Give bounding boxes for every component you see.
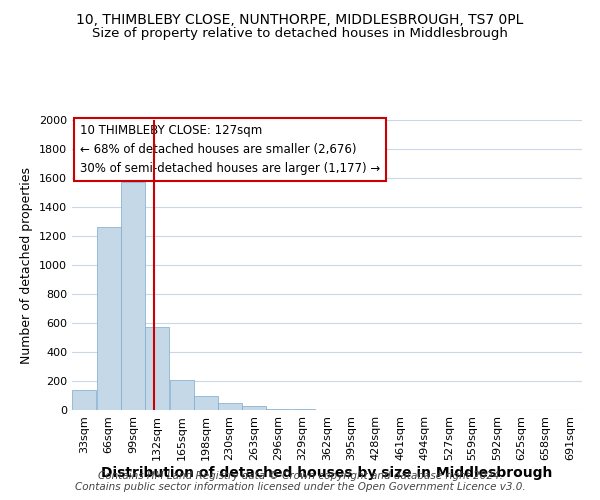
Bar [170, 380, 194, 410]
Text: Contains HM Land Registry data © Crown copyright and database right 2024.
Contai: Contains HM Land Registry data © Crown c… [74, 471, 526, 492]
Text: Size of property relative to detached houses in Middlesbrough: Size of property relative to detached ho… [92, 28, 508, 40]
Bar [266, 408, 290, 410]
Text: 10, THIMBLEBY CLOSE, NUNTHORPE, MIDDLESBROUGH, TS7 0PL: 10, THIMBLEBY CLOSE, NUNTHORPE, MIDDLESB… [76, 12, 524, 26]
Bar [242, 406, 266, 410]
Text: 10 THIMBLEBY CLOSE: 127sqm
← 68% of detached houses are smaller (2,676)
30% of s: 10 THIMBLEBY CLOSE: 127sqm ← 68% of deta… [80, 124, 380, 176]
Y-axis label: Number of detached properties: Number of detached properties [20, 166, 34, 364]
Bar [145, 328, 169, 410]
Bar [218, 403, 242, 410]
Bar [72, 390, 96, 410]
Bar [121, 182, 145, 410]
X-axis label: Distribution of detached houses by size in Middlesbrough: Distribution of detached houses by size … [101, 466, 553, 479]
Bar [97, 226, 121, 410]
Bar [194, 396, 218, 410]
